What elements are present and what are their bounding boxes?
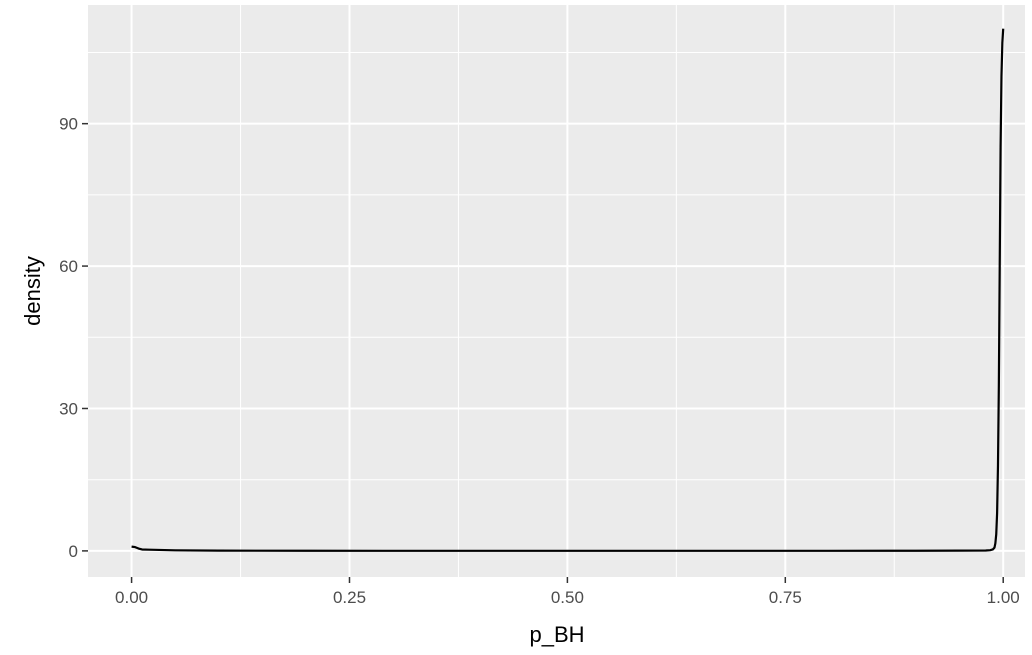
y-axis: 0 30 60 90 — [59, 115, 88, 561]
y-tick-label: 30 — [59, 399, 78, 418]
y-tick-label: 60 — [59, 257, 78, 276]
y-axis-title: density — [20, 256, 45, 326]
y-tick-label: 90 — [59, 115, 78, 134]
x-axis: 0.00 0.25 0.50 0.75 1.00 — [115, 577, 1020, 607]
y-tick-label: 0 — [69, 542, 78, 561]
x-tick-label: 0.00 — [115, 588, 148, 607]
x-axis-title: p_BH — [529, 622, 584, 647]
x-tick-label: 0.25 — [333, 588, 366, 607]
series-layer — [131, 28, 1005, 552]
x-tick-label: 0.75 — [769, 588, 802, 607]
density-line — [131, 28, 1005, 552]
plot-panel — [88, 5, 1025, 577]
x-tick-label: 0.50 — [551, 588, 584, 607]
x-tick-label: 1.00 — [987, 588, 1020, 607]
minor-grid — [88, 5, 1025, 577]
